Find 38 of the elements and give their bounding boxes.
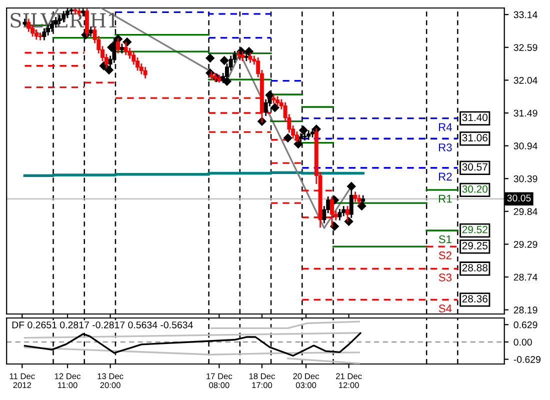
y-tick-label: 29.84: [514, 208, 538, 216]
series-label: S2: [438, 251, 452, 260]
series-label: S4: [438, 304, 452, 312]
y-tick-label: 30.39: [514, 175, 538, 182]
y-tick-label: 32.04: [514, 76, 538, 84]
series-label: R1: [438, 194, 452, 203]
ref-line-label: 30.05: [507, 194, 531, 202]
x-tick-label: 11 Dec 2012: [10, 373, 35, 388]
x-tick-label: 13 Dec 20:00: [98, 373, 124, 388]
x-tick-label: 17 Dec 08:00: [206, 373, 232, 388]
y-tick-label: 0.629: [514, 321, 538, 328]
annotation: DF 0.2651 0.2817 -0.2817 0.5634 -0.5634: [12, 321, 193, 328]
y-tick-label: 29.29: [514, 240, 538, 248]
y-tick-label: 28.19: [514, 306, 538, 314]
x-tick-label: 20 Dec 03:00: [293, 373, 320, 388]
y-tick-label: 33.14: [514, 11, 538, 18]
y-tick-label: -0.629: [514, 356, 540, 363]
series-label: S3: [438, 274, 452, 282]
series-label: R2: [438, 172, 452, 180]
y-tick-label: 28.74: [514, 274, 538, 281]
y-tick-label: 0.00: [514, 338, 532, 346]
series-label: R4: [438, 123, 452, 131]
data-label: 28.88: [462, 264, 488, 272]
x-tick-label: 18 Dec 17:00: [249, 373, 275, 388]
series-label: S1: [438, 235, 452, 244]
y-tick-label: 30.94: [514, 142, 538, 150]
data-label: 30.20: [462, 185, 488, 193]
y-tick-label: 32.59: [514, 44, 538, 51]
data-label: 31.06: [462, 134, 488, 142]
series-label: R3: [438, 143, 452, 152]
data-label: 30.57: [462, 163, 488, 171]
data-label: 29.52: [462, 226, 488, 234]
x-tick-label: 12 Dec 11:00: [54, 373, 81, 388]
data-label: 28.36: [462, 295, 488, 302]
y-tick-label: 31.49: [514, 110, 538, 117]
x-tick-label: 21 Dec 12:00: [336, 373, 362, 388]
data-label: 31.40: [462, 114, 488, 122]
data-label: 29.25: [462, 242, 488, 250]
